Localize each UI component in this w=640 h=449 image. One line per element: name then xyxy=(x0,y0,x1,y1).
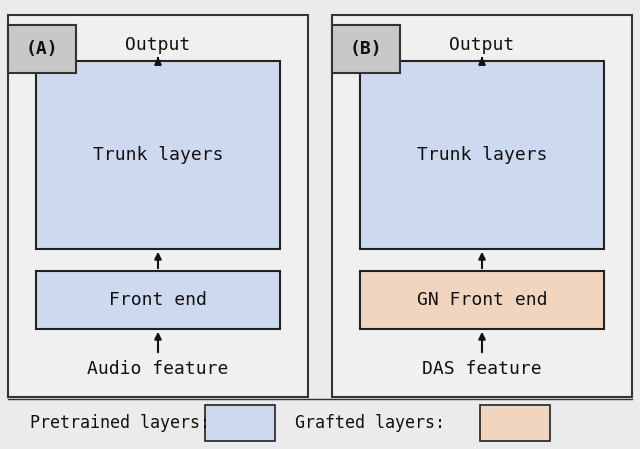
Text: Audio feature: Audio feature xyxy=(87,360,228,378)
Text: (A): (A) xyxy=(26,40,58,58)
Text: Trunk layers: Trunk layers xyxy=(93,146,223,164)
Bar xyxy=(36,271,280,329)
Bar xyxy=(360,61,604,249)
Bar xyxy=(332,15,632,397)
Bar xyxy=(36,61,280,249)
Bar xyxy=(8,25,76,73)
Bar xyxy=(332,25,400,73)
Bar xyxy=(205,405,275,441)
Bar xyxy=(8,15,308,397)
Text: Front end: Front end xyxy=(109,291,207,309)
Text: (B): (B) xyxy=(349,40,382,58)
Text: Trunk layers: Trunk layers xyxy=(417,146,547,164)
Text: DAS feature: DAS feature xyxy=(422,360,542,378)
Text: GN Front end: GN Front end xyxy=(417,291,547,309)
Text: Output: Output xyxy=(449,36,515,54)
Text: Output: Output xyxy=(125,36,191,54)
Bar xyxy=(360,271,604,329)
Text: Pretrained layers:: Pretrained layers: xyxy=(30,414,210,432)
Text: Grafted layers:: Grafted layers: xyxy=(295,414,445,432)
Bar xyxy=(480,405,550,441)
